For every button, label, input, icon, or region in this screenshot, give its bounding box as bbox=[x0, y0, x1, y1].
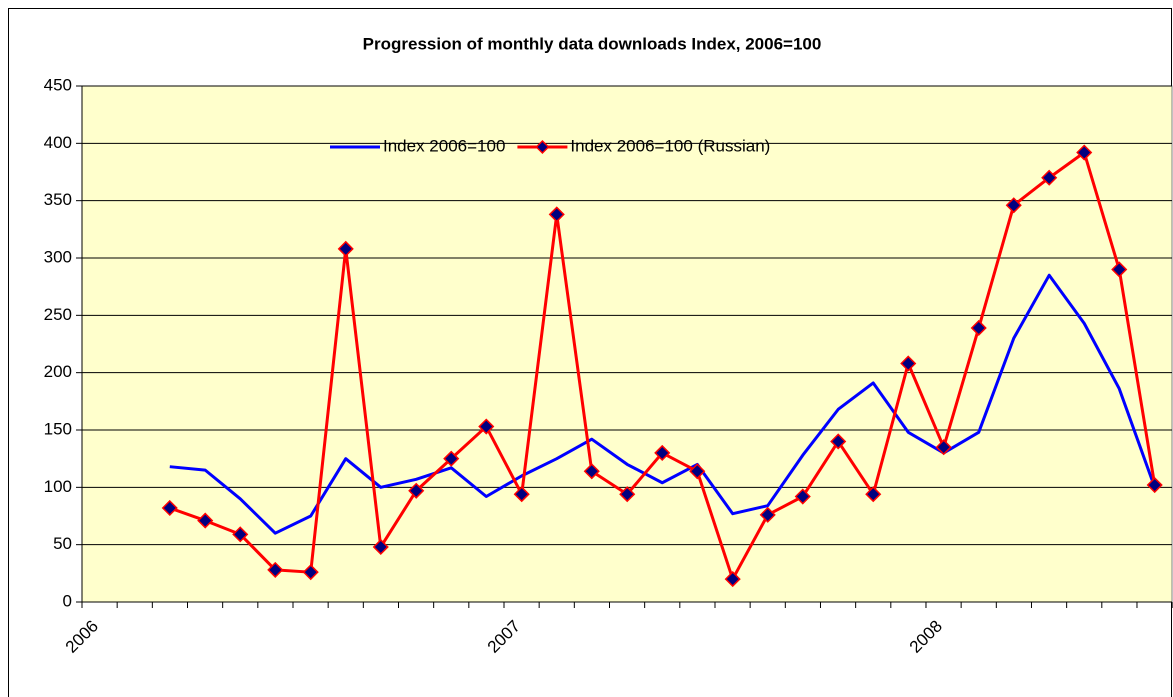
y-tick-label: 300 bbox=[44, 247, 72, 266]
y-tick-label: 250 bbox=[44, 305, 72, 324]
marker bbox=[1041, 169, 1058, 186]
y-tick-label: 50 bbox=[53, 534, 72, 553]
marker bbox=[654, 444, 671, 461]
marker bbox=[794, 488, 811, 505]
marker bbox=[759, 506, 776, 523]
y-tick-label: 0 bbox=[63, 591, 72, 610]
y-tick-label: 400 bbox=[44, 133, 72, 152]
chart-title: Progression of monthly data downloads In… bbox=[363, 34, 822, 53]
marker bbox=[232, 526, 249, 543]
marker bbox=[337, 240, 354, 257]
marker bbox=[302, 564, 319, 581]
plot-area bbox=[81, 85, 1173, 603]
marker bbox=[548, 206, 565, 223]
marker bbox=[583, 463, 600, 480]
marker bbox=[935, 439, 952, 456]
marker bbox=[197, 512, 214, 529]
marker bbox=[1111, 261, 1128, 278]
series-line bbox=[169, 273, 1157, 535]
marker bbox=[443, 450, 460, 467]
legend-label: Index 2006=100 (Russian) bbox=[570, 136, 770, 155]
marker bbox=[1005, 197, 1022, 214]
marker bbox=[724, 571, 741, 588]
marker bbox=[478, 418, 495, 435]
marker bbox=[689, 463, 706, 480]
marker bbox=[619, 486, 636, 503]
marker bbox=[1076, 144, 1093, 161]
y-tick-label: 150 bbox=[44, 419, 72, 438]
marker bbox=[970, 319, 987, 337]
y-tick-label: 450 bbox=[44, 75, 72, 94]
legend-label: Index 2006=100 bbox=[383, 136, 505, 155]
marker bbox=[513, 486, 530, 503]
marker bbox=[408, 482, 425, 499]
marker bbox=[372, 538, 389, 556]
marker bbox=[830, 433, 847, 450]
marker bbox=[1146, 476, 1163, 494]
y-tick-label: 350 bbox=[44, 190, 72, 209]
legend-marker bbox=[535, 139, 550, 155]
y-tick-label: 100 bbox=[44, 477, 72, 496]
marker bbox=[865, 486, 882, 503]
marker bbox=[900, 355, 917, 372]
marker bbox=[161, 499, 178, 517]
marker bbox=[267, 561, 284, 578]
y-tick-label: 200 bbox=[44, 362, 72, 381]
